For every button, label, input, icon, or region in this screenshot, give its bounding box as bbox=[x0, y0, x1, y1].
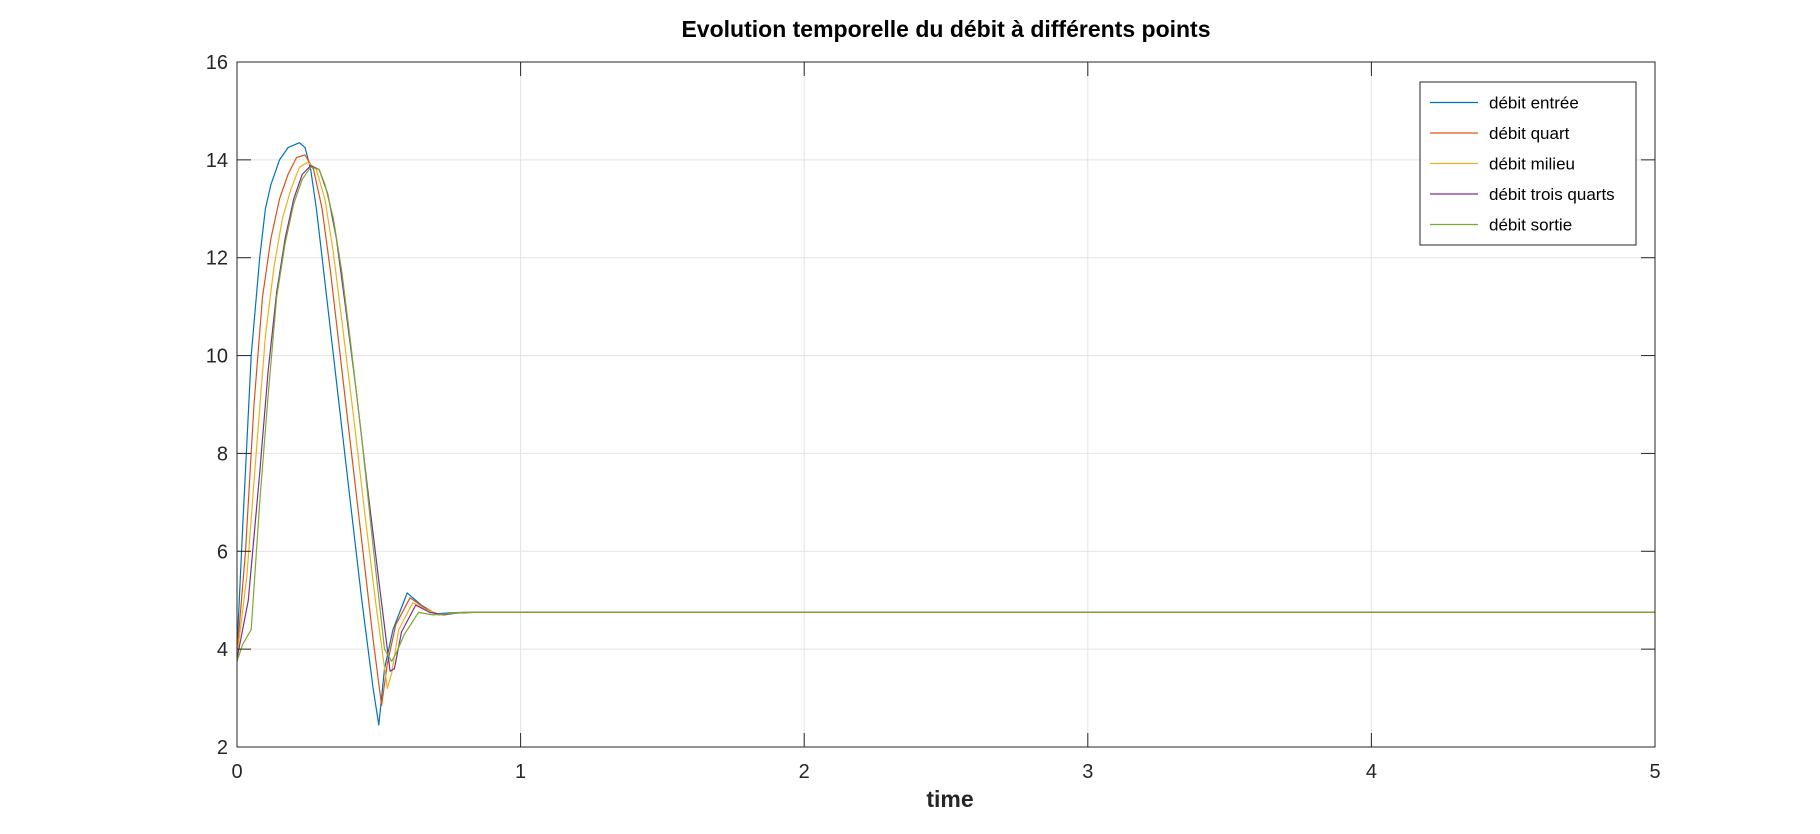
y-tick-label: 12 bbox=[206, 248, 228, 270]
legend-entry-label: débit entrée bbox=[1489, 94, 1579, 113]
y-tick-label: 14 bbox=[206, 150, 228, 172]
series-line-5 bbox=[236, 166, 1655, 663]
x-tick-label: 0 bbox=[231, 761, 242, 783]
legend: débit entrée débit quart débit milieu débit… bbox=[1419, 81, 1637, 246]
legend-entry-label: débit quart bbox=[1489, 124, 1570, 143]
y-tick-label: 8 bbox=[217, 443, 228, 465]
series-layer bbox=[236, 142, 1655, 726]
y-tick-label: 10 bbox=[206, 346, 228, 368]
legend-entry-label: débit milieu bbox=[1489, 155, 1575, 174]
x-axis-label: time bbox=[926, 786, 973, 812]
x-tick-label: 3 bbox=[1082, 761, 1093, 783]
x-tick-label: 5 bbox=[1649, 761, 1660, 783]
y-tick-label: 16 bbox=[206, 52, 228, 74]
y-tick-label: 6 bbox=[217, 541, 228, 563]
x-tick-label: 2 bbox=[799, 761, 810, 783]
chart-title: Evolution temporelle du débit à différen… bbox=[681, 16, 1210, 42]
legend-entry-label: débit trois quarts bbox=[1489, 185, 1615, 204]
axes-box bbox=[236, 61, 1656, 748]
x-tick-label: 4 bbox=[1366, 761, 1377, 783]
plot-background bbox=[237, 62, 1655, 747]
x-tick-label: 1 bbox=[515, 761, 526, 783]
y-tick-label: 4 bbox=[217, 639, 228, 661]
y-tick-label: 2 bbox=[217, 737, 228, 759]
legend-entry-label: débit sortie bbox=[1489, 216, 1572, 235]
